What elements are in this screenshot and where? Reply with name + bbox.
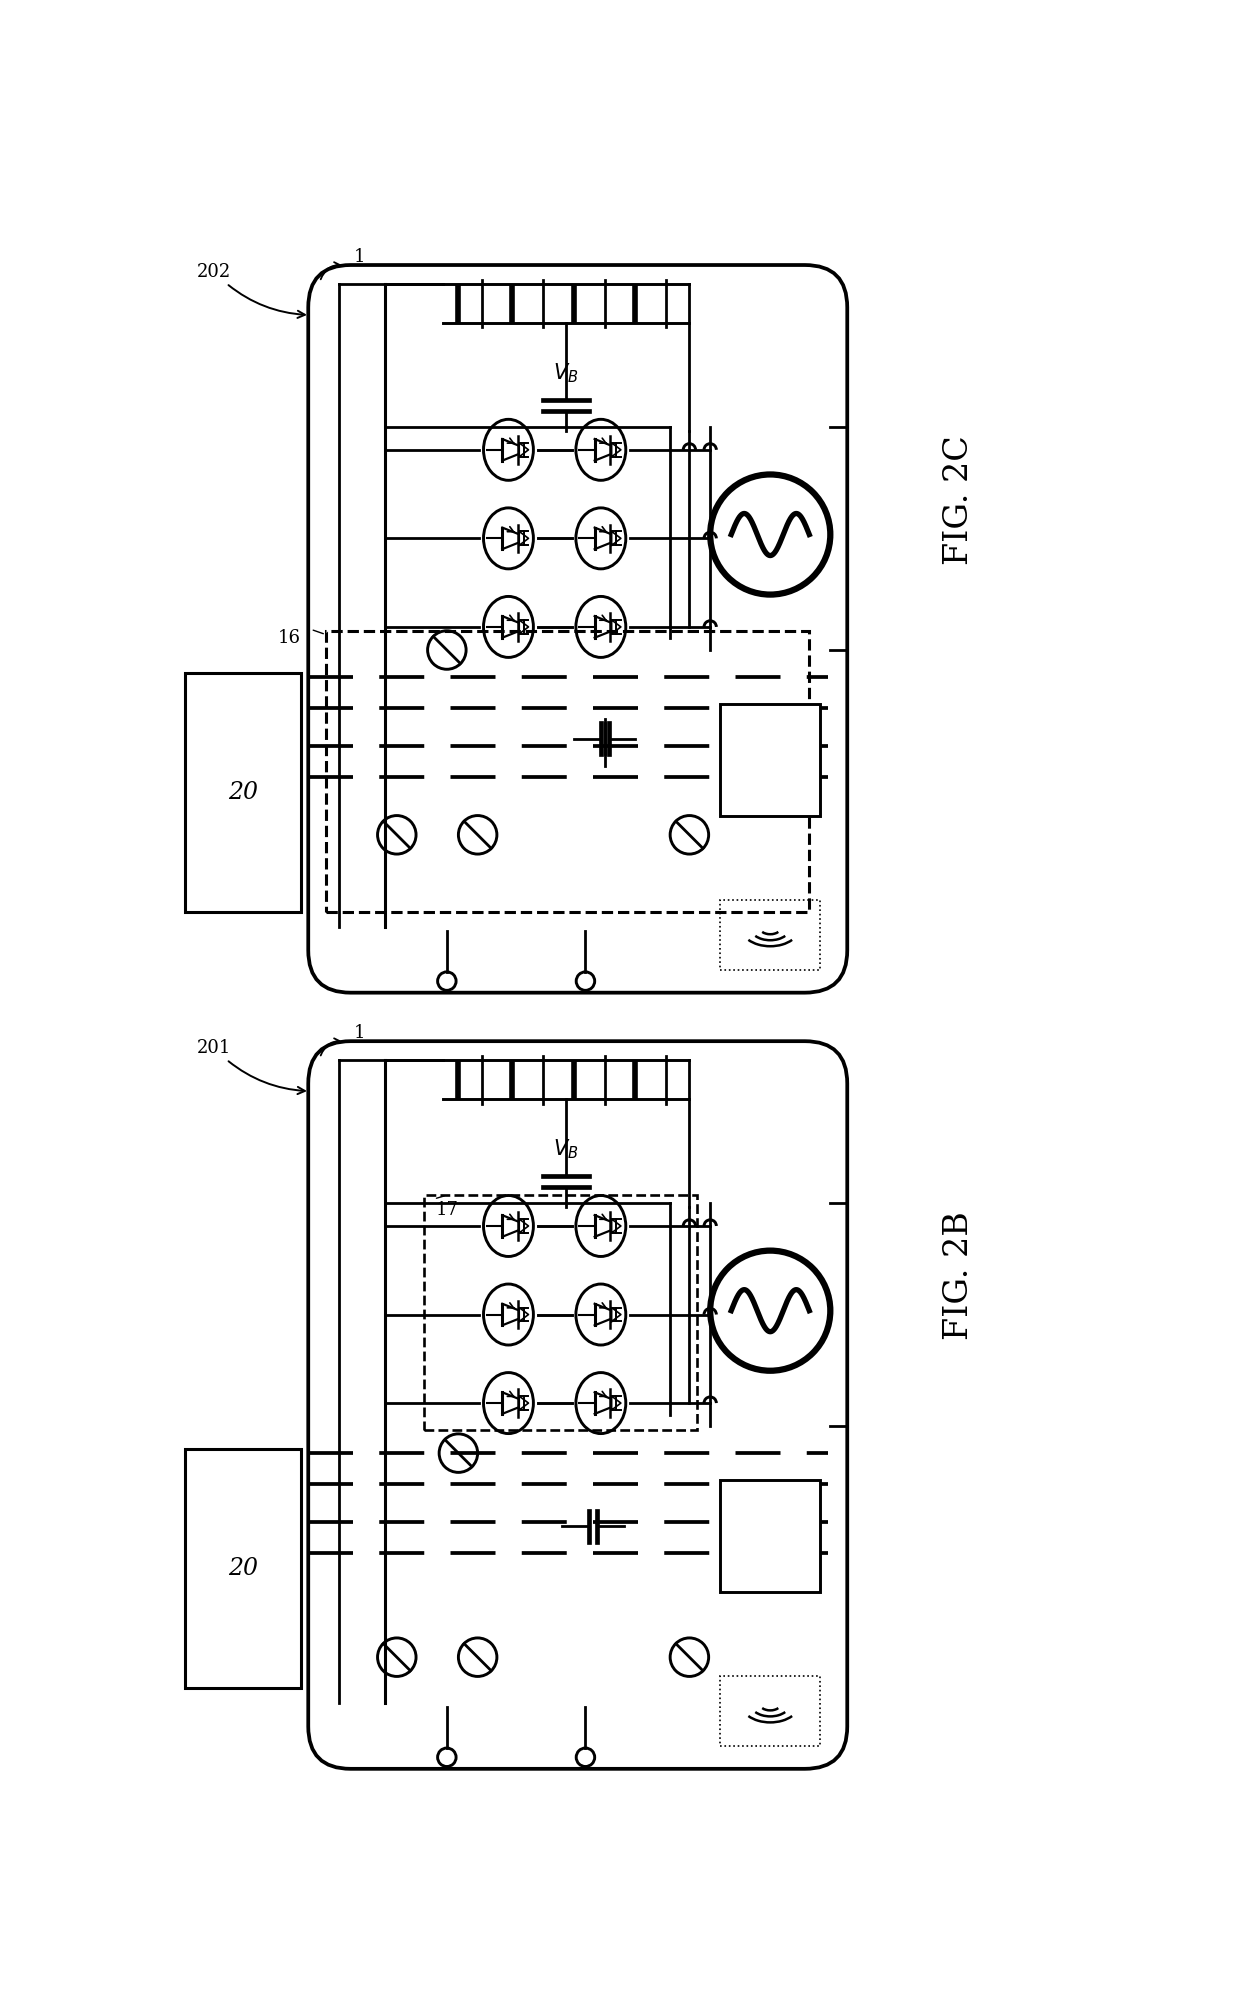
Text: 20: 20 [228, 1556, 258, 1581]
Text: 20: 20 [228, 780, 258, 804]
Text: $V_B$: $V_B$ [553, 1137, 579, 1161]
Bar [720, 1480, 821, 1593]
Text: $V_B$: $V_B$ [553, 361, 579, 385]
FancyBboxPatch shape [309, 1040, 847, 1768]
Bar [720, 704, 821, 816]
Bar [185, 673, 300, 911]
Text: 201: 201 [197, 1038, 305, 1095]
Bar [720, 1677, 821, 1746]
Text: 16: 16 [278, 629, 300, 647]
Text: 17: 17 [435, 1202, 458, 1220]
Text: FIG. 2B: FIG. 2B [944, 1212, 976, 1341]
Text: FIG. 2C: FIG. 2C [944, 435, 976, 564]
Bar [720, 901, 821, 970]
Text: 1: 1 [355, 248, 366, 266]
FancyBboxPatch shape [309, 264, 847, 992]
Bar [185, 1450, 300, 1687]
Text: 1: 1 [355, 1024, 366, 1042]
Text: 202: 202 [197, 262, 305, 319]
